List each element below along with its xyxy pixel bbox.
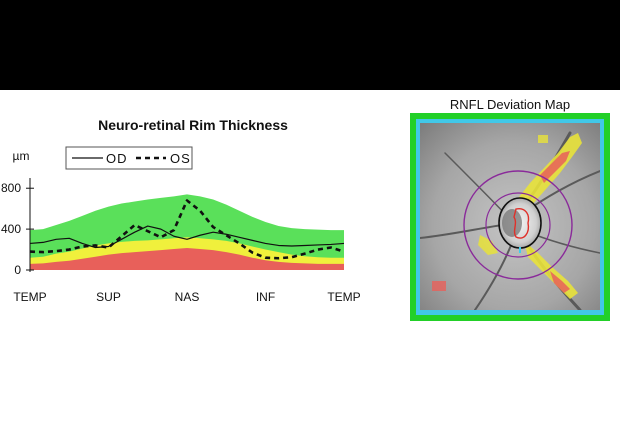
- x-tick-label: TEMP: [13, 290, 46, 304]
- series-line-od: [29, 225, 345, 249]
- y-tick-label: 800: [1, 181, 21, 195]
- rim-thickness-svg: Neuro-retinal Rim Thickness µm 0 400 800 T…: [1, 117, 361, 304]
- legend-os-label: OS: [170, 151, 191, 166]
- inner-measurement-circle: [485, 192, 551, 258]
- cup-outline: [513, 208, 530, 239]
- y-axis-unit-label: µm: [13, 149, 30, 163]
- rnfl-deviation-map-image: [420, 123, 600, 310]
- y-tick-label: 400: [1, 222, 21, 236]
- optic-cup: [502, 209, 522, 237]
- chart-title: Neuro-retinal Rim Thickness: [98, 117, 288, 133]
- deviation-overlay: [432, 133, 582, 299]
- x-tick-label: INF: [256, 290, 275, 304]
- x-ticks: TEMP SUP NAS INF TEMP: [13, 290, 360, 304]
- legend-box: OD OS: [65, 146, 193, 170]
- top-black-band: [0, 0, 620, 90]
- x-tick-label: SUP: [96, 290, 121, 304]
- x-tick-label: TEMP: [327, 290, 360, 304]
- legend-od-label: OD: [106, 151, 128, 166]
- rnfl-deviation-map-border: [416, 119, 604, 315]
- outer-measurement-circle: [463, 170, 573, 280]
- series-line-os: [29, 199, 345, 260]
- series-lines: [29, 199, 345, 260]
- normative-bands: [30, 194, 344, 270]
- rnfl-deviation-map-frame: [410, 113, 610, 321]
- y-tick-label: 0: [14, 263, 21, 277]
- map-title: RNFL Deviation Map: [449, 97, 571, 112]
- rim-thickness-chart: Neuro-retinal Rim Thickness µm 0 400 800 T…: [0, 100, 400, 330]
- legend-frame: [65, 146, 193, 170]
- normative-band-2: [30, 248, 344, 270]
- x-tick-label: NAS: [175, 290, 200, 304]
- y-ticks: 0 400 800: [1, 181, 34, 277]
